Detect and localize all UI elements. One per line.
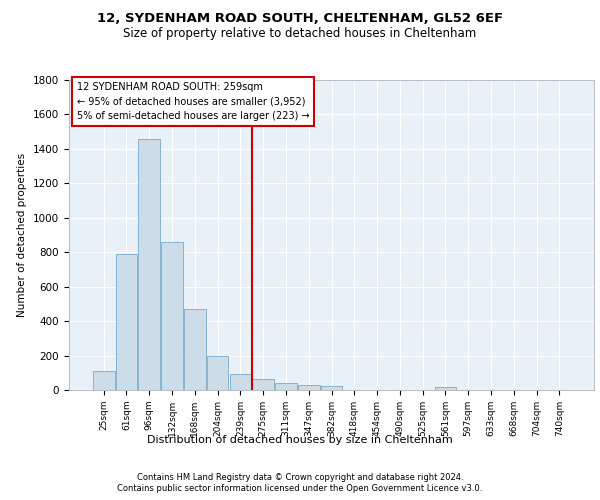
Text: 12 SYDENHAM ROAD SOUTH: 259sqm
← 95% of detached houses are smaller (3,952)
5% o: 12 SYDENHAM ROAD SOUTH: 259sqm ← 95% of …: [77, 82, 310, 121]
Text: Size of property relative to detached houses in Cheltenham: Size of property relative to detached ho…: [124, 28, 476, 40]
Bar: [320, 386, 343, 390]
Text: Contains public sector information licensed under the Open Government Licence v3: Contains public sector information licen…: [118, 484, 482, 493]
Bar: [116, 254, 137, 390]
Bar: [207, 356, 229, 390]
Y-axis label: Number of detached properties: Number of detached properties: [17, 153, 28, 317]
Bar: [184, 309, 206, 390]
Bar: [230, 374, 251, 390]
Bar: [253, 379, 274, 390]
Bar: [434, 386, 456, 390]
Text: Distribution of detached houses by size in Cheltenham: Distribution of detached houses by size …: [147, 435, 453, 445]
Bar: [298, 385, 320, 390]
Bar: [275, 383, 297, 390]
Bar: [93, 371, 115, 390]
Bar: [161, 242, 183, 390]
Text: Contains HM Land Registry data © Crown copyright and database right 2024.: Contains HM Land Registry data © Crown c…: [137, 472, 463, 482]
Text: 12, SYDENHAM ROAD SOUTH, CHELTENHAM, GL52 6EF: 12, SYDENHAM ROAD SOUTH, CHELTENHAM, GL5…: [97, 12, 503, 26]
Bar: [139, 138, 160, 390]
